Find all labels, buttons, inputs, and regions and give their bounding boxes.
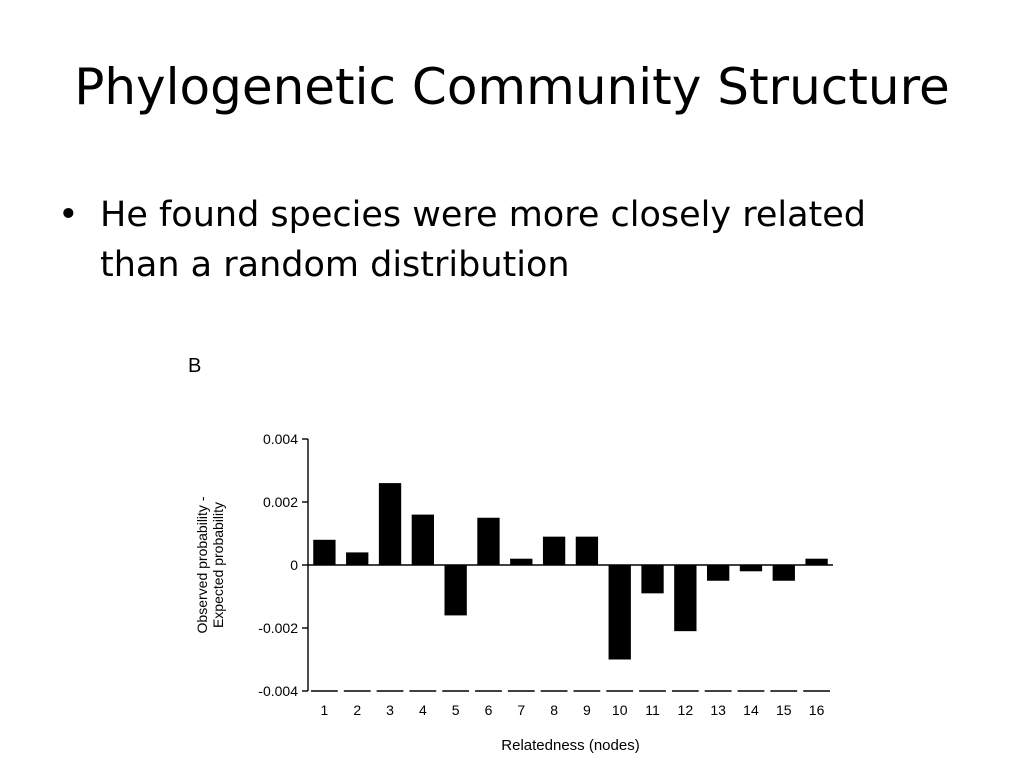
x-tick-label: 14 bbox=[743, 702, 759, 718]
bar bbox=[772, 565, 795, 581]
bullet-list: • He found species were more closely rel… bbox=[58, 190, 958, 290]
x-tick-label: 16 bbox=[809, 702, 825, 718]
bar bbox=[510, 558, 533, 565]
bullet-item: • He found species were more closely rel… bbox=[58, 190, 958, 290]
bar bbox=[411, 514, 434, 565]
y-tick-label: -0.004 bbox=[258, 683, 298, 699]
bar bbox=[477, 517, 500, 565]
y-axis-label: Observed probability - bbox=[194, 496, 210, 633]
x-tick-label: 13 bbox=[710, 702, 726, 718]
slide-title: Phylogenetic Community Structure bbox=[74, 58, 950, 116]
bar bbox=[444, 565, 467, 616]
panel-label: B bbox=[188, 355, 201, 377]
x-tick-label: 2 bbox=[353, 702, 361, 718]
bar bbox=[346, 552, 369, 565]
y-tick-label: 0 bbox=[290, 557, 298, 573]
bar bbox=[575, 536, 599, 565]
x-axis-label: Relatedness (nodes) bbox=[501, 737, 639, 754]
y-axis-label: Expected probability bbox=[210, 502, 226, 628]
x-axis: 1 2 3 4 5 6 7 8 9 10 11 12 13 14 15 16 bbox=[308, 564, 833, 718]
x-tick-label: 4 bbox=[419, 702, 427, 718]
y-tick-label: 0.004 bbox=[263, 431, 298, 447]
bar bbox=[707, 565, 730, 581]
bar bbox=[674, 565, 697, 632]
x-tick-label: 5 bbox=[452, 702, 460, 718]
x-tick-label: 10 bbox=[612, 702, 628, 718]
x-tick-label: 3 bbox=[386, 702, 394, 718]
bar bbox=[608, 565, 631, 660]
bar bbox=[805, 558, 828, 565]
bullet-dot-icon: • bbox=[58, 195, 79, 235]
bar bbox=[542, 536, 566, 565]
y-tick-label: 0.002 bbox=[263, 494, 298, 510]
x-tick-label: 11 bbox=[645, 702, 660, 718]
y-axis: 0.004 0.002 0 -0.002 -0.004 bbox=[258, 431, 309, 699]
bar bbox=[378, 483, 402, 565]
x-tick-label: 7 bbox=[517, 702, 525, 718]
bars bbox=[313, 483, 828, 660]
x-tick-label: 15 bbox=[776, 702, 792, 718]
bar bbox=[739, 565, 763, 572]
bullet-text: He found species were more closely relat… bbox=[100, 195, 867, 285]
x-tick-label: 8 bbox=[550, 702, 558, 718]
bar bbox=[641, 565, 664, 594]
x-tick-label: 9 bbox=[583, 702, 591, 718]
x-tick-label: 6 bbox=[485, 702, 493, 718]
x-tick-label: 1 bbox=[321, 702, 329, 718]
bar bbox=[313, 539, 336, 565]
y-tick-label: -0.002 bbox=[258, 620, 298, 636]
x-tick-label: 12 bbox=[678, 702, 694, 718]
